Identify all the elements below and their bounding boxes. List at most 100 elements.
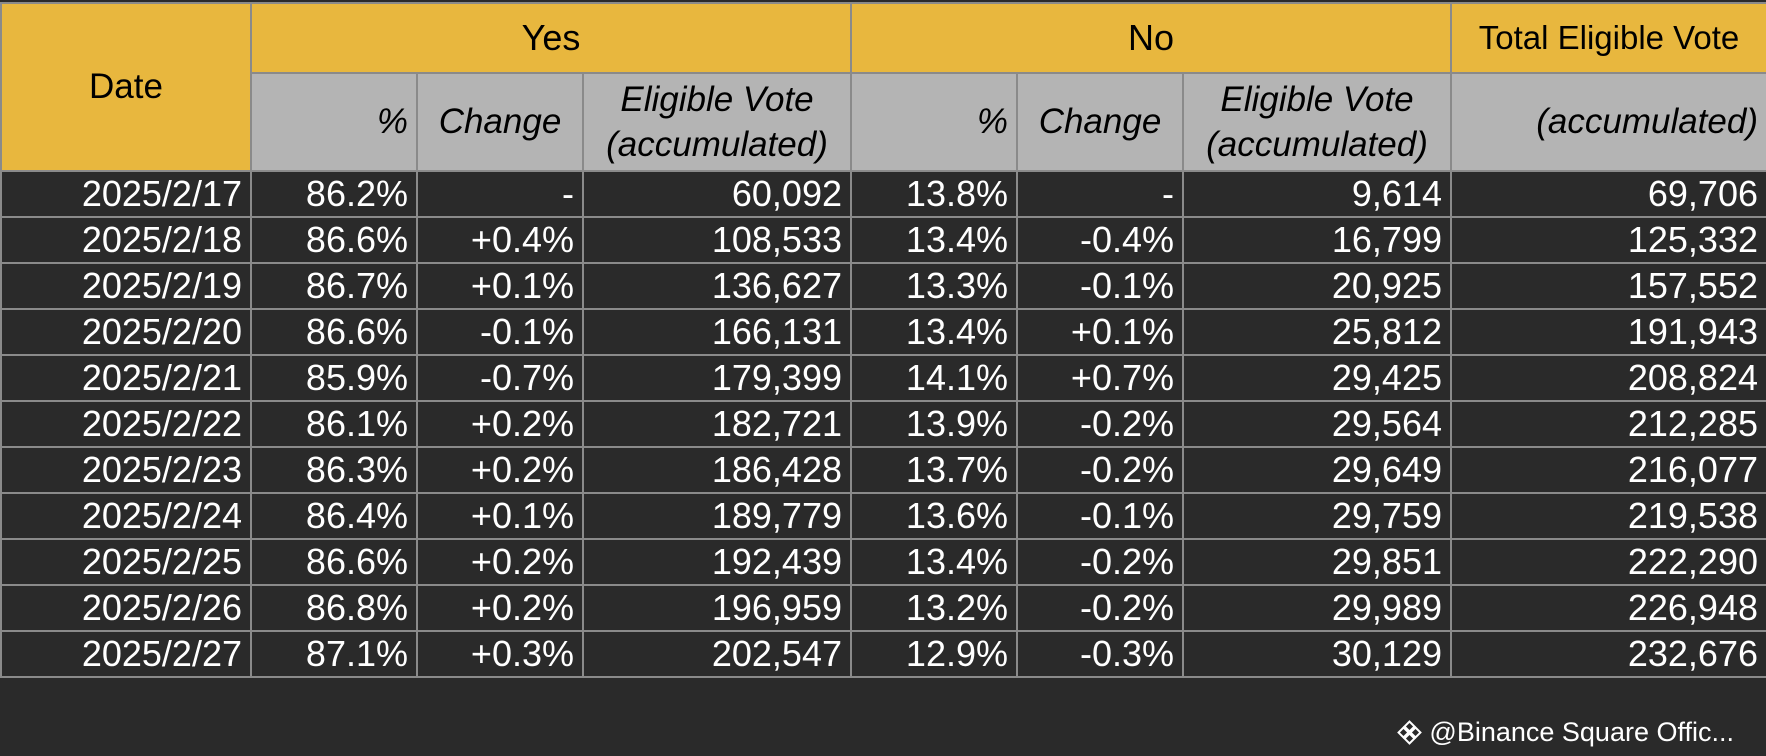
header-row-top: Date Yes No Total Eligible Vote: [0, 2, 1766, 172]
cell-no-change: +0.1%: [1016, 308, 1184, 356]
vote-table: Date Yes No Total Eligible Vote % Change…: [0, 2, 1766, 678]
cell-date: 2025/2/26: [0, 584, 252, 632]
watermark-text: @Binance Square Offic...: [1429, 717, 1734, 747]
no-vote-header-line1: Eligible Vote: [1220, 79, 1414, 119]
yes-vote-header-line1: Eligible Vote: [620, 79, 814, 119]
cell-total: 212,285: [1450, 400, 1766, 448]
table-row: 2025/2/22 86.1% +0.2% 182,721 13.9% -0.2% 29,5…: [0, 400, 1766, 448]
cell-no-vote: 9,614: [1182, 170, 1452, 218]
table-row: 2025/2/25 86.6% +0.2% 192,439 13.4% -0.2% 29,8…: [0, 538, 1766, 586]
no-vote-header: Eligible Vote (accumulated): [1182, 72, 1452, 172]
cell-yes-vote: 192,439: [582, 538, 852, 586]
table-row: 2025/2/23 86.3% +0.2% 186,428 13.7% -0.2% 29,6…: [0, 446, 1766, 494]
cell-total: 222,290: [1450, 538, 1766, 586]
no-pct-header: %: [850, 72, 1018, 172]
cell-date: 2025/2/24: [0, 492, 252, 540]
cell-no-pct: 13.7%: [850, 446, 1018, 494]
cell-yes-pct: 86.6%: [250, 308, 418, 356]
cell-yes-change: +0.4%: [416, 216, 584, 264]
cell-total: 191,943: [1450, 308, 1766, 356]
cell-yes-vote: 166,131: [582, 308, 852, 356]
cell-no-pct: 13.9%: [850, 400, 1018, 448]
cell-yes-pct: 86.1%: [250, 400, 418, 448]
cell-no-change: -0.1%: [1016, 492, 1184, 540]
watermark: @Binance Square Offic...: [1397, 717, 1734, 748]
table-row: 2025/2/17 86.2% -60,092 13.8% -9,614 69,706: [0, 170, 1766, 218]
cell-no-change: +0.7%: [1016, 354, 1184, 402]
cell-yes-vote: 136,627: [582, 262, 852, 310]
cell-no-vote: 29,564: [1182, 400, 1452, 448]
table-row: 2025/2/24 86.4% +0.1% 189,779 13.6% -0.1% 29,7…: [0, 492, 1766, 540]
cell-yes-change: +0.2%: [416, 446, 584, 494]
cell-no-pct: 13.6%: [850, 492, 1018, 540]
cell-date: 2025/2/25: [0, 538, 252, 586]
cell-date: 2025/2/23: [0, 446, 252, 494]
cell-yes-vote: 179,399: [582, 354, 852, 402]
cell-yes-pct: 86.6%: [250, 538, 418, 586]
cell-no-vote: 20,925: [1182, 262, 1452, 310]
cell-no-pct: 14.1%: [850, 354, 1018, 402]
cell-no-vote: 29,649: [1182, 446, 1452, 494]
cell-yes-change: +0.1%: [416, 492, 584, 540]
cell-no-change: -0.2%: [1016, 400, 1184, 448]
cell-no-vote: 29,425: [1182, 354, 1452, 402]
cell-total: 232,676: [1450, 630, 1766, 678]
cell-yes-pct: 86.8%: [250, 584, 418, 632]
cell-yes-change: +0.2%: [416, 584, 584, 632]
yes-vote-header: Eligible Vote (accumulated): [582, 72, 852, 172]
cell-no-pct: 13.8%: [850, 170, 1018, 218]
cell-yes-pct: 86.2%: [250, 170, 418, 218]
yes-change-header: Change: [416, 72, 584, 172]
cell-yes-pct: 86.4%: [250, 492, 418, 540]
cell-no-change: -0.2%: [1016, 584, 1184, 632]
cell-yes-pct: 86.6%: [250, 216, 418, 264]
cell-total: 216,077: [1450, 446, 1766, 494]
cell-no-pct: 13.2%: [850, 584, 1018, 632]
cell-no-pct: 13.4%: [850, 538, 1018, 586]
cell-date: 2025/2/19: [0, 262, 252, 310]
cell-date: 2025/2/17: [0, 170, 252, 218]
cell-date: 2025/2/18: [0, 216, 252, 264]
cell-yes-pct: 86.7%: [250, 262, 418, 310]
total-header: Total Eligible Vote: [1450, 2, 1766, 74]
table-row: 2025/2/21 85.9% -0.7% 179,399 14.1% +0.7% 29,4…: [0, 354, 1766, 402]
table-body: 2025/2/17 86.2% -60,092 13.8% -9,614 69,706 20…: [0, 170, 1766, 678]
cell-yes-vote: 196,959: [582, 584, 852, 632]
table-row: 2025/2/19 86.7% +0.1% 136,627 13.3% -0.1% 20,9…: [0, 262, 1766, 310]
no-change-header: Change: [1016, 72, 1184, 172]
cell-date: 2025/2/20: [0, 308, 252, 356]
cell-yes-change: -0.7%: [416, 354, 584, 402]
date-header: Date: [0, 2, 252, 172]
cell-total: 157,552: [1450, 262, 1766, 310]
header-row-sub: % Change Eligible Vote (accumulated) % C…: [1, 72, 1766, 172]
cell-yes-vote: 60,092: [582, 170, 852, 218]
cell-yes-vote: 182,721: [582, 400, 852, 448]
cell-date: 2025/2/27: [0, 630, 252, 678]
cell-total: 208,824: [1450, 354, 1766, 402]
cell-yes-change: +0.2%: [416, 538, 584, 586]
table-row: 2025/2/18 86.6% +0.4% 108,533 13.4% -0.4% 16,7…: [0, 216, 1766, 264]
cell-no-vote: 29,989: [1182, 584, 1452, 632]
cell-yes-vote: 202,547: [582, 630, 852, 678]
table-row: 2025/2/26 86.8% +0.2% 196,959 13.2% -0.2% 29,9…: [0, 584, 1766, 632]
cell-yes-change: +0.3%: [416, 630, 584, 678]
cell-no-vote: 30,129: [1182, 630, 1452, 678]
cell-no-change: -0.2%: [1016, 538, 1184, 586]
table-row: 2025/2/27 87.1% +0.3% 202,547 12.9% -0.3% 30,1…: [0, 630, 1766, 678]
cell-no-change: -0.1%: [1016, 262, 1184, 310]
cell-yes-vote: 186,428: [582, 446, 852, 494]
cell-total: 219,538: [1450, 492, 1766, 540]
no-vote-header-line2: (accumulated): [1206, 125, 1428, 164]
cell-yes-vote: 108,533: [582, 216, 852, 264]
cell-no-change: -0.2%: [1016, 446, 1184, 494]
cell-no-vote: 25,812: [1182, 308, 1452, 356]
cell-yes-change: +0.1%: [416, 262, 584, 310]
cell-no-pct: 13.3%: [850, 262, 1018, 310]
yes-header: Yes: [250, 2, 852, 74]
cell-no-pct: 13.4%: [850, 308, 1018, 356]
cell-yes-change: +0.2%: [416, 400, 584, 448]
no-header: No: [850, 2, 1452, 74]
yes-pct-header: %: [250, 72, 418, 172]
total-sub-header: (accumulated): [1450, 72, 1766, 172]
cell-no-pct: 12.9%: [850, 630, 1018, 678]
